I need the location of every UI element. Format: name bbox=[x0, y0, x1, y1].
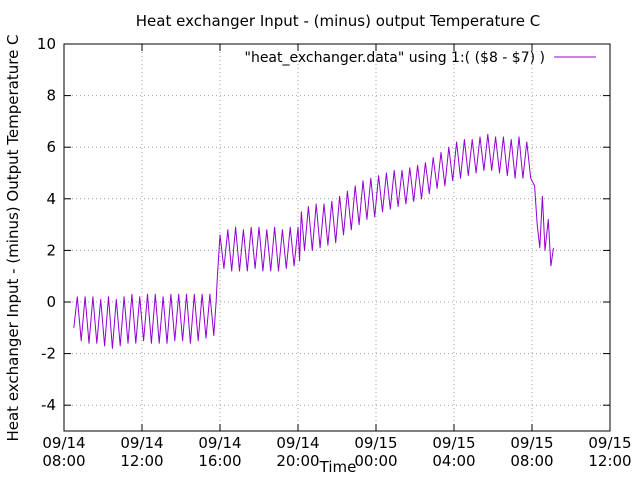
y-tick-label: -2 bbox=[41, 345, 56, 363]
legend-label: "heat_exchanger.data" using 1:( ($8 - $7… bbox=[245, 50, 546, 66]
x-tick-time: 12:00 bbox=[588, 452, 631, 470]
x-axis-label: Time bbox=[319, 458, 357, 476]
chart-title: Heat exchanger Input - (minus) output Te… bbox=[136, 12, 540, 30]
x-tick-time: 12:00 bbox=[120, 452, 163, 470]
x-tick-time: 08:00 bbox=[42, 452, 85, 470]
series-line bbox=[73, 133, 554, 349]
plot-frame bbox=[63, 43, 611, 432]
grid bbox=[64, 43, 610, 431]
y-tick-label: -4 bbox=[41, 396, 56, 414]
y-tick-label: 10 bbox=[37, 35, 56, 53]
x-tick-date: 09/14 bbox=[276, 434, 319, 452]
y-axis-label: Heat exchanger Input - (minus) Output Te… bbox=[4, 34, 22, 441]
x-tick-date: 09/14 bbox=[120, 434, 163, 452]
y-tick-label: 2 bbox=[46, 241, 56, 259]
legend: "heat_exchanger.data" using 1:( ($8 - $7… bbox=[245, 50, 596, 66]
x-tick-date: 09/15 bbox=[354, 434, 397, 452]
x-tick-date: 09/15 bbox=[510, 434, 553, 452]
ticks bbox=[63, 43, 611, 431]
series-layer bbox=[73, 133, 554, 349]
x-tick-date: 09/15 bbox=[588, 434, 631, 452]
x-tick-time: 00:00 bbox=[354, 452, 397, 470]
x-tick-time: 04:00 bbox=[432, 452, 475, 470]
x-tick-date: 09/14 bbox=[198, 434, 241, 452]
y-tick-label: 0 bbox=[46, 293, 56, 311]
tick-labels: 1086420-2-409/1408:0009/1412:0009/1416:0… bbox=[37, 35, 632, 470]
x-tick-time: 08:00 bbox=[510, 452, 553, 470]
y-tick-label: 6 bbox=[46, 138, 56, 156]
x-tick-date: 09/14 bbox=[42, 434, 85, 452]
x-tick-time: 16:00 bbox=[198, 452, 241, 470]
y-tick-label: 4 bbox=[46, 190, 56, 208]
y-tick-label: 8 bbox=[46, 87, 56, 105]
x-tick-time: 20:00 bbox=[276, 452, 319, 470]
x-tick-date: 09/15 bbox=[432, 434, 475, 452]
